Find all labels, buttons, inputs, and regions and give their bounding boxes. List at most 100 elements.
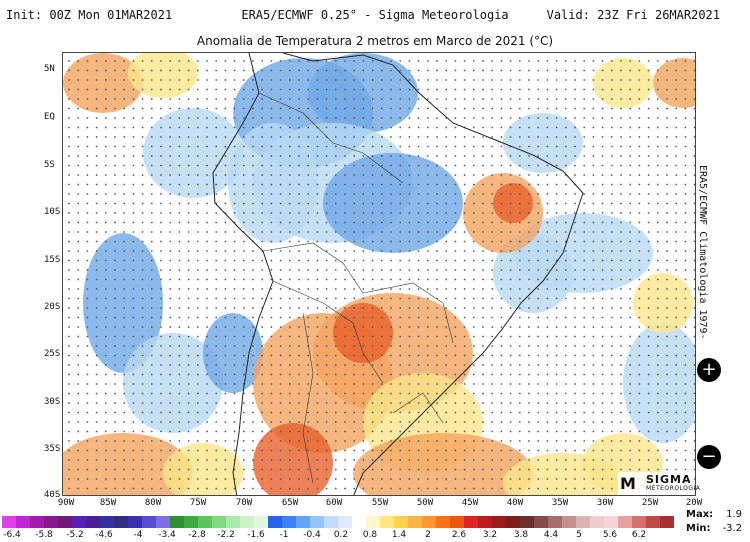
colorbar-swatch [338,516,352,528]
colorbar-swatch [492,516,506,528]
colorbar-label: 0.8 [362,530,378,540]
lat-label: 5S [44,160,55,170]
colorbar-swatch [58,516,72,528]
lon-label: 35W [551,498,569,508]
colorbar-swatch [562,516,576,528]
logo-name: SIGMA [646,473,692,486]
map-canvas [63,53,695,495]
colorbar-swatch [534,516,548,528]
colorbar-label: 6.2 [631,530,647,540]
colorbar-label: -3.4 [158,530,176,540]
colorbar-label: -6.4 [3,530,21,540]
colorbar-swatch [156,516,170,528]
colorbar-swatch [282,516,296,528]
anomaly-patch [593,58,653,108]
colorbar-swatch [660,516,674,528]
value-marks [68,60,695,490]
lat-label: 10S [44,207,61,217]
lon-label: 85W [99,498,117,508]
colorbar-swatch [576,516,590,528]
colorbar-swatch [422,516,436,528]
zoom-out-button[interactable]: − [697,445,721,469]
lon-label: 20W [685,498,703,508]
anomaly-patch [503,113,583,173]
lat-label: 35S [44,444,61,454]
colorbar-swatch [30,516,44,528]
anomaly-patch [123,333,223,433]
colorbar-swatch [478,516,492,528]
colorbar-swatch [324,516,338,528]
max-label: Max: [686,509,714,520]
colorbar-swatch [240,516,254,528]
anomaly-map[interactable] [62,52,696,496]
colorbar-swatch [604,516,618,528]
colorbar-label: 3.2 [482,530,498,540]
anomaly-patch [633,273,693,333]
colorbar-swatch [310,516,324,528]
colorbar-label: 5.6 [602,530,618,540]
colorbar-swatch [408,516,422,528]
country-borders [258,92,454,484]
lon-label: 30W [596,498,614,508]
valid-time-label: Valid: 23Z Fri 26MAR2021 [546,8,720,22]
anomaly-patch [63,53,143,113]
colorbar-swatch [128,516,142,528]
lon-label: 90W [57,498,75,508]
colorbar-swatch [198,516,212,528]
logo-subtitle: METEOROLOGIA [646,485,701,492]
colorbar-label: -5.2 [66,530,84,540]
colorbar-label: 3.8 [513,530,529,540]
colorbar-swatch [520,516,534,528]
lon-label: 80W [144,498,162,508]
anomaly-patch [203,313,263,393]
colorbar-swatch [72,516,86,528]
colorbar-label: 2.6 [451,530,467,540]
sigma-logo: M SIGMA METEOROLOGIA [618,472,700,494]
colorbar-swatch [44,516,58,528]
min-label: Min: [686,523,711,534]
min-stat: Min: -3.2 [686,523,746,534]
colorbar-swatch [296,516,310,528]
colorbar-swatch [226,516,240,528]
colorbar-swatch [2,516,16,528]
colorbar-swatch [436,516,450,528]
zoom-in-button[interactable]: + [697,358,721,382]
anomaly-patch [493,233,573,313]
colorbar-label: -1.6 [247,530,265,540]
lon-label: 45W [461,498,479,508]
colorbar-swatch [100,516,114,528]
colorbar-swatch [450,516,464,528]
colorbar-label: 4.4 [543,530,559,540]
anomaly-patch [128,53,198,98]
colorbar-label: -1 [279,530,289,540]
lat-label: 25S [44,349,61,359]
lon-label: 40W [506,498,524,508]
colorbar-swatch [618,516,632,528]
anomaly-patch [83,233,163,373]
colorbar-swatch [548,516,562,528]
colorbar-swatch [268,516,282,528]
plus-icon: + [701,359,717,380]
lat-label: EQ [44,112,55,122]
colorbar-labels: -6.4 -5.8 -5.2 -4.6 -4 -3.4 -2.8 -2.2 -1… [0,530,700,542]
colorbar-swatch [142,516,156,528]
anomaly-patch [493,183,533,223]
anomaly-patch [353,433,533,495]
colorbar [2,516,674,528]
colorbar-swatch [632,516,646,528]
colorbar-label: -4.6 [95,530,113,540]
max-stat: Max: 1.9 [686,509,746,520]
minus-icon: − [701,446,717,467]
max-value: 1.9 [726,509,742,520]
init-time-label: Init: 00Z Mon 01MAR2021 [6,8,173,22]
lon-label: 75W [189,498,207,508]
colorbar-label: -4 [133,530,143,540]
lon-label: 55W [371,498,389,508]
lat-label: 20S [44,302,61,312]
lon-label: 65W [281,498,299,508]
colorbar-swatch [170,516,184,528]
lon-label: 50W [416,498,434,508]
lat-label: 15S [44,255,61,265]
colorbar-label: 2 [425,530,431,540]
lon-label: 70W [235,498,253,508]
